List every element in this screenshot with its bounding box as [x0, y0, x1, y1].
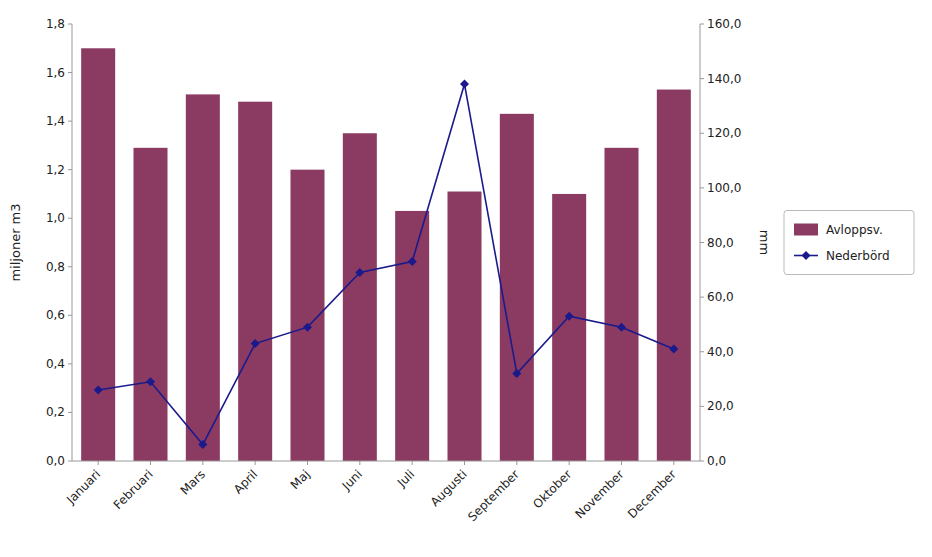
- y-tick-label: 1,8: [46, 17, 65, 31]
- y-tick: [68, 412, 72, 413]
- y-tick: [68, 266, 72, 267]
- marker: [460, 80, 469, 89]
- x-tick: [412, 461, 413, 465]
- y-tick-label: 0,0: [46, 454, 65, 468]
- y2-tick-label: 80,0: [707, 236, 734, 250]
- y2-axis-label: mm: [757, 230, 772, 255]
- x-tick: [621, 461, 622, 465]
- bar: [186, 94, 220, 461]
- bar: [395, 211, 429, 461]
- chart: 0,0 0,2 0,4 0,6 0,8 1,0 1,2 1,4 1,6 1,8 0,0 20,0 40,…: [0, 0, 932, 557]
- marker: [251, 339, 260, 348]
- y-tick: [68, 315, 72, 316]
- x-tick-label: Juni: [339, 467, 365, 493]
- legend-label: Nederbörd: [826, 249, 890, 263]
- y2-tick-label: 100,0: [707, 181, 741, 195]
- y-tick-label: 0,6: [46, 308, 65, 322]
- y2-tick-label: 60,0: [707, 290, 734, 304]
- y-tick-label: 0,8: [46, 260, 65, 274]
- x-tick-label: Januari: [63, 467, 103, 507]
- y-tick-label: 1,4: [46, 114, 65, 128]
- x-tick: [464, 461, 465, 465]
- y2-tick: [700, 242, 704, 243]
- legend: Avloppsv. Nederbörd: [784, 211, 914, 275]
- y-tick: [68, 72, 72, 73]
- y2-tick: [700, 187, 704, 188]
- bar: [604, 148, 638, 461]
- y-tick-label: 1,6: [46, 66, 65, 80]
- x-tick: [359, 461, 360, 465]
- y2-tick-label: 20,0: [707, 399, 734, 413]
- x-tick: [569, 461, 570, 465]
- y-tick: [68, 169, 72, 170]
- marker: [512, 369, 521, 378]
- line: [98, 84, 674, 445]
- x-tick-label: Augusti: [428, 467, 470, 509]
- y2-tick-label: 40,0: [707, 345, 734, 359]
- y-tick-label: 0,4: [46, 357, 65, 371]
- bar: [133, 148, 167, 461]
- y2-tick: [700, 133, 704, 134]
- marker: [669, 345, 678, 354]
- x-tick: [307, 461, 308, 465]
- x-axis-line: [72, 461, 700, 462]
- x-tick-label: November: [573, 467, 627, 521]
- bar: [500, 114, 534, 461]
- marker: [565, 312, 574, 321]
- x-tick: [673, 461, 674, 465]
- x-tick: [150, 461, 151, 465]
- marker: [303, 323, 312, 332]
- bar: [447, 192, 481, 461]
- x-tick-label: September: [465, 467, 522, 524]
- marker: [617, 323, 626, 332]
- y-tick: [68, 24, 72, 25]
- legend-marker: [802, 251, 811, 260]
- y2-tick-label: 140,0: [707, 72, 741, 86]
- x-tick-label: Februari: [111, 467, 156, 512]
- legend-box: [784, 211, 914, 275]
- plot-data: [81, 48, 691, 461]
- x-tick-label: Oktober: [530, 467, 574, 511]
- x-tick: [98, 461, 99, 465]
- y-tick: [68, 363, 72, 364]
- bar: [343, 133, 377, 461]
- y-tick: [68, 218, 72, 219]
- y-tick-label: 0,2: [46, 405, 65, 419]
- y2-tick-label: 120,0: [707, 126, 741, 140]
- y2-tick: [700, 351, 704, 352]
- y2-tick: [700, 461, 704, 462]
- marker: [146, 377, 155, 386]
- marker: [94, 385, 103, 394]
- x-tick-label: April: [231, 467, 260, 496]
- y2-tick-label: 0,0: [707, 454, 726, 468]
- bar: [81, 48, 115, 461]
- x-tick: [516, 461, 517, 465]
- legend-swatch: [794, 224, 818, 236]
- bar: [657, 90, 691, 461]
- y2-tick: [700, 297, 704, 298]
- x-tick: [255, 461, 256, 465]
- legend-label: Avloppsv.: [826, 223, 883, 237]
- marker: [408, 257, 417, 266]
- y-tick-label: 1,0: [46, 211, 65, 225]
- x-tick: [202, 461, 203, 465]
- bar: [552, 194, 586, 461]
- x-tick-label: December: [625, 467, 679, 521]
- x-tick-label: Mars: [178, 467, 208, 497]
- marker: [355, 268, 364, 277]
- bar: [238, 102, 272, 461]
- y2-tick: [700, 24, 704, 25]
- y-axis-label: miljoner m3: [8, 203, 23, 281]
- marker: [198, 440, 207, 449]
- axes: 0,0 0,2 0,4 0,6 0,8 1,0 1,2 1,4 1,6 1,8 0,0 20,0 40,…: [8, 17, 772, 524]
- x-tick-label: Juli: [394, 467, 417, 490]
- y-axis-line: [72, 24, 73, 461]
- y2-tick-label: 160,0: [707, 17, 741, 31]
- y-tick: [68, 121, 72, 122]
- y-tick-label: 1,2: [46, 163, 65, 177]
- x-tick-label: Maj: [288, 467, 313, 492]
- y2-tick: [700, 406, 704, 407]
- y2-tick: [700, 78, 704, 79]
- y-tick: [68, 461, 72, 462]
